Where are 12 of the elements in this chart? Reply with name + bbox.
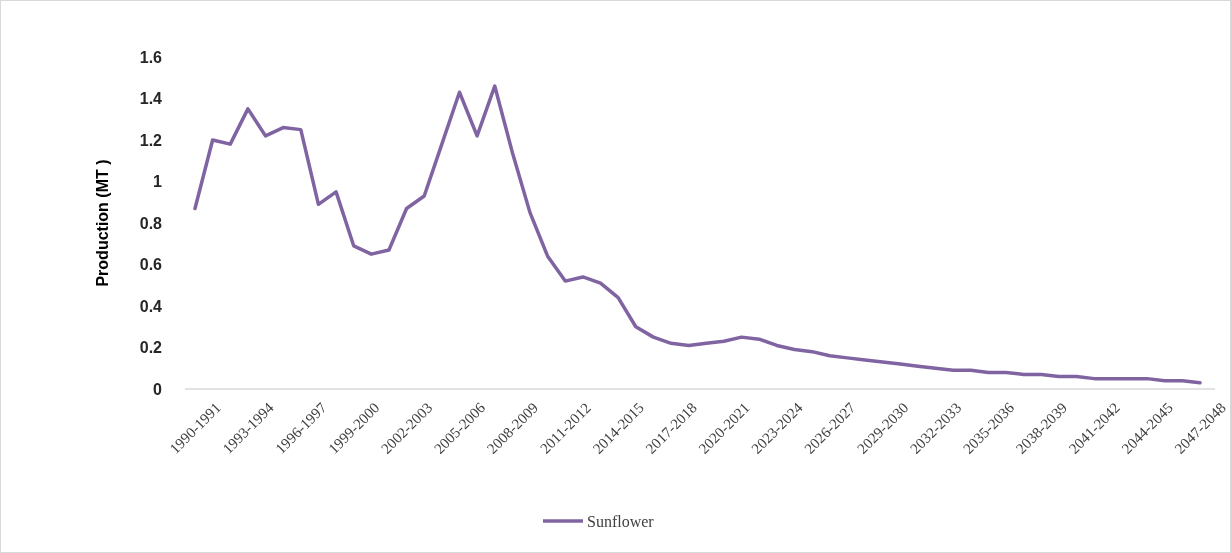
y-tick-label: 0.2 [139,339,163,357]
line-series [193,84,1202,385]
y-tick-label: 0.6 [139,256,163,274]
y-tick-label: 0 [153,380,163,398]
y-tick-label: 1 [153,173,163,191]
y-tick-label: 1.6 [139,48,163,66]
y-axis-title: Production (MT ) [94,159,111,287]
legend-label: Sunflower [587,512,655,530]
y-tick-label: 1.4 [139,90,163,108]
y-tick-label: 0.4 [139,297,163,315]
y-tick-label: 0.8 [139,214,163,232]
y-tick-label: 1.2 [139,131,163,149]
